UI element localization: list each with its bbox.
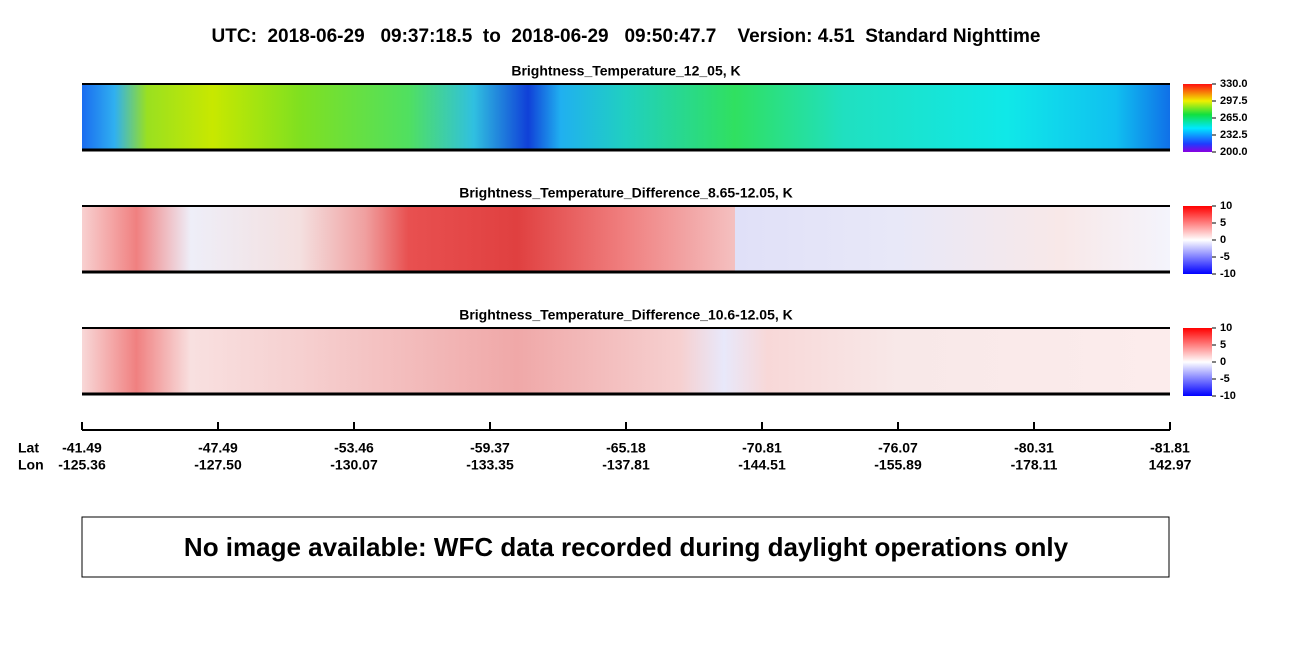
lon-tick-label: -144.51	[738, 457, 786, 473]
colorbar	[1183, 328, 1212, 396]
colorbar-tick-label: 10	[1220, 322, 1232, 334]
page-title: UTC: 2018-06-29 09:37:18.5 to 2018-06-29…	[212, 26, 1041, 47]
lon-tick-label: -133.35	[466, 457, 514, 473]
lat-tick-label: -80.31	[1014, 440, 1054, 456]
notice: No image available: WFC data recorded du…	[184, 532, 1069, 562]
lon-tick-label: -130.07	[330, 457, 378, 473]
colorbar-tick-label: 10	[1220, 200, 1232, 212]
lat-tick-label: -70.81	[742, 440, 782, 456]
colorbar-tick-label: 5	[1220, 339, 1226, 351]
strip-image	[82, 206, 1170, 272]
colorbar	[1183, 206, 1212, 274]
colorbar-tick-label: 232.5	[1220, 129, 1248, 141]
lat-tick-label: -41.49	[62, 440, 102, 456]
lon-tick-label: 142.97	[1149, 457, 1192, 473]
lat-tick-label: -47.49	[198, 440, 238, 456]
lon-tick-label: -137.81	[602, 457, 650, 473]
lat-tick-label: -65.18	[606, 440, 646, 456]
lon-label: Lon	[18, 457, 44, 473]
notice-box	[81, 516, 1170, 578]
lat-tick-label: -76.07	[878, 440, 918, 456]
lon-tick-label: -127.50	[194, 457, 242, 473]
lon-tick-label: -178.11	[1011, 457, 1058, 473]
lat-tick-label: -59.37	[470, 440, 510, 456]
colorbar-tick-label: -10	[1220, 390, 1236, 402]
lon-tick-label: -125.36	[58, 457, 106, 473]
colorbar-tick-label: 0	[1220, 234, 1226, 246]
colorbar-tick-label: 5	[1220, 217, 1226, 229]
strip-image	[82, 328, 1170, 394]
panel-title: Brightness_Temperature_Difference_10.6-1…	[459, 307, 793, 323]
colorbar-tick-label: -10	[1220, 268, 1236, 280]
colorbar-tick-label: 297.5	[1220, 95, 1248, 107]
colorbar-tick-label: -5	[1220, 251, 1230, 263]
lat-tick-label: -81.81	[1150, 440, 1190, 456]
colorbar-tick-label: 265.0	[1220, 112, 1248, 124]
lat-label: Lat	[18, 440, 39, 456]
colorbar-tick-label: 330.0	[1220, 78, 1248, 90]
colorbar	[1183, 84, 1212, 152]
lat-tick-label: -53.46	[334, 440, 374, 456]
panel-title: Brightness_Temperature_Difference_8.65-1…	[459, 185, 793, 201]
panel-title: Brightness_Temperature_12_05, K	[511, 63, 740, 79]
colorbar-tick-label: 200.0	[1220, 146, 1248, 158]
lon-tick-label: -155.89	[874, 457, 922, 473]
strip-image	[82, 84, 1170, 150]
colorbar-tick-label: 0	[1220, 356, 1226, 368]
colorbar-tick-label: -5	[1220, 373, 1230, 385]
